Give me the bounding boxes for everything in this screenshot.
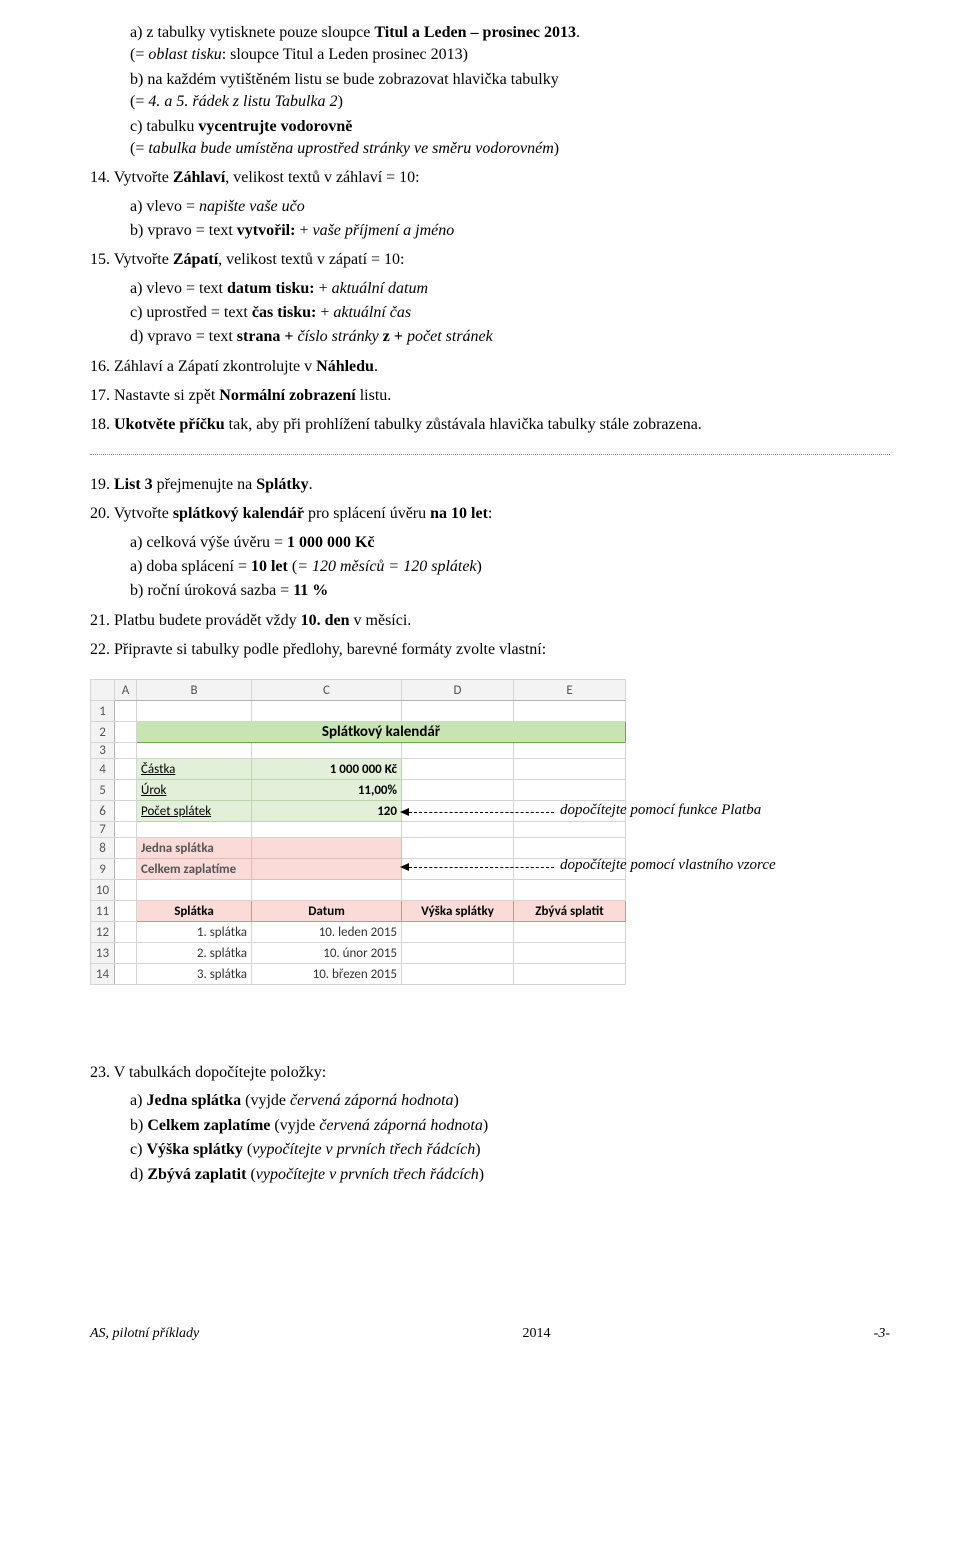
- spreadsheet-preview: A B C D E 1 2 Splátkový kalendář 3 4 Čás…: [90, 679, 890, 985]
- cell-C13: 10. únor 2015: [252, 943, 402, 964]
- cell-B13: 2. splátka: [137, 943, 252, 964]
- item-19: 19. List 3 přejmenujte na Splátky.: [90, 473, 890, 496]
- row-13: 13: [91, 943, 115, 964]
- item-21: 21. Platbu budete provádět vždy 10. den …: [90, 609, 890, 632]
- arrow-head-2: [400, 863, 409, 871]
- item-14a: a) vlevo = napište vaše učo: [90, 196, 890, 218]
- divider: [90, 454, 890, 455]
- item-20b: b) roční úroková sazba = 11 %: [90, 580, 890, 602]
- note-vzorec: dopočítejte pomocí vlastního vzorce: [560, 857, 776, 874]
- cell-D11: Výška splátky: [402, 901, 514, 922]
- footer-mid: 2014: [522, 1326, 550, 1342]
- item-23d: d) Zbývá zaplatit (vypočítejte v prvních…: [90, 1164, 890, 1186]
- cell-B11: Splátka: [137, 901, 252, 922]
- row-1: 1: [91, 701, 115, 722]
- cell-C5: 11,00%: [252, 780, 402, 801]
- cell-C12: 10. leden 2015: [252, 922, 402, 943]
- cell-B12: 1. splátka: [137, 922, 252, 943]
- row-8: 8: [91, 838, 115, 859]
- item-20: 20. Vytvořte splátkový kalendář pro splá…: [90, 502, 890, 525]
- page-footer: AS, pilotní příklady 2014 -3-: [90, 1326, 890, 1352]
- cell-B6: Počet splátek: [137, 801, 252, 822]
- arrow-line-1: [409, 812, 554, 813]
- note-platba: dopočítejte pomocí funkce Platba: [560, 802, 761, 819]
- cell-B9: Celkem zaplatíme: [137, 859, 252, 880]
- cell-C11: Datum: [252, 901, 402, 922]
- item-20a: a) celková výše úvěru = 1 000 000 Kč: [90, 532, 890, 554]
- row-11: 11: [91, 901, 115, 922]
- col-A: A: [115, 680, 137, 701]
- sub-a: a) z tabulky vytisknete pouze sloupce Ti…: [90, 22, 890, 67]
- col-E: E: [514, 680, 626, 701]
- item-16: 16. Záhlaví a Zápatí zkontrolujte v Náhl…: [90, 355, 890, 378]
- cell-B4: Částka: [137, 759, 252, 780]
- col-C: C: [252, 680, 402, 701]
- cell-C9: [252, 859, 402, 880]
- item-15d: d) vpravo = text strana + číslo stránky …: [90, 326, 890, 348]
- item-23c: c) Výška splátky (vypočítejte v prvních …: [90, 1139, 890, 1161]
- row-4: 4: [91, 759, 115, 780]
- row-12: 12: [91, 922, 115, 943]
- row-7: 7: [91, 822, 115, 838]
- item-20a2: a) doba splácení = 10 let (= 120 měsíců …: [90, 556, 890, 578]
- cell-E11: Zbývá splatit: [514, 901, 626, 922]
- item-22: 22. Připravte si tabulky podle předlohy,…: [90, 638, 890, 661]
- spreadsheet-table: A B C D E 1 2 Splátkový kalendář 3 4 Čás…: [90, 679, 626, 985]
- col-D: D: [402, 680, 514, 701]
- cell-B5: Úrok: [137, 780, 252, 801]
- item-14b: b) vpravo = text vytvořil: + vaše příjme…: [90, 220, 890, 242]
- sub-c: c) tabulku vycentrujte vodorovně(= tabul…: [90, 116, 890, 161]
- col-header-row: A B C D E: [91, 680, 626, 701]
- arrow-line-2: [409, 867, 554, 868]
- footer-left: AS, pilotní příklady: [90, 1326, 199, 1342]
- arrow-head-1: [400, 808, 409, 816]
- item-23: 23. V tabulkách dopočítejte položky:: [90, 1061, 890, 1084]
- item-15: 15. Vytvořte Zápatí, velikost textů v zá…: [90, 248, 890, 271]
- title-cell: Splátkový kalendář: [137, 722, 626, 743]
- item-23a: a) Jedna splátka (vyjde červená záporná …: [90, 1090, 890, 1112]
- item-14: 14. Vytvořte Záhlaví, velikost textů v z…: [90, 166, 890, 189]
- row-5: 5: [91, 780, 115, 801]
- cell-C8: [252, 838, 402, 859]
- row-10: 10: [91, 880, 115, 901]
- row-2: 2: [91, 722, 115, 743]
- cell-C6: 120: [252, 801, 402, 822]
- item-15c: c) uprostřed = text čas tisku: + aktuáln…: [90, 302, 890, 324]
- item-18: 18. Ukotvěte příčku tak, aby při prohlíž…: [90, 413, 890, 436]
- corner-cell: [91, 680, 115, 701]
- item-23b: b) Celkem zaplatíme (vyjde červená zápor…: [90, 1115, 890, 1137]
- cell-B8: Jedna splátka: [137, 838, 252, 859]
- item-17: 17. Nastavte si zpět Normální zobrazení …: [90, 384, 890, 407]
- footer-right: -3-: [874, 1326, 890, 1342]
- cell-C4: 1 000 000 Kč: [252, 759, 402, 780]
- row-14: 14: [91, 964, 115, 985]
- row-6: 6: [91, 801, 115, 822]
- cell-B14: 3. splátka: [137, 964, 252, 985]
- item-15a: a) vlevo = text datum tisku: + aktuální …: [90, 278, 890, 300]
- row-3: 3: [91, 743, 115, 759]
- col-B: B: [137, 680, 252, 701]
- row-9: 9: [91, 859, 115, 880]
- cell-C14: 10. březen 2015: [252, 964, 402, 985]
- sub-b: b) na každém vytištěném listu se bude zo…: [90, 69, 890, 114]
